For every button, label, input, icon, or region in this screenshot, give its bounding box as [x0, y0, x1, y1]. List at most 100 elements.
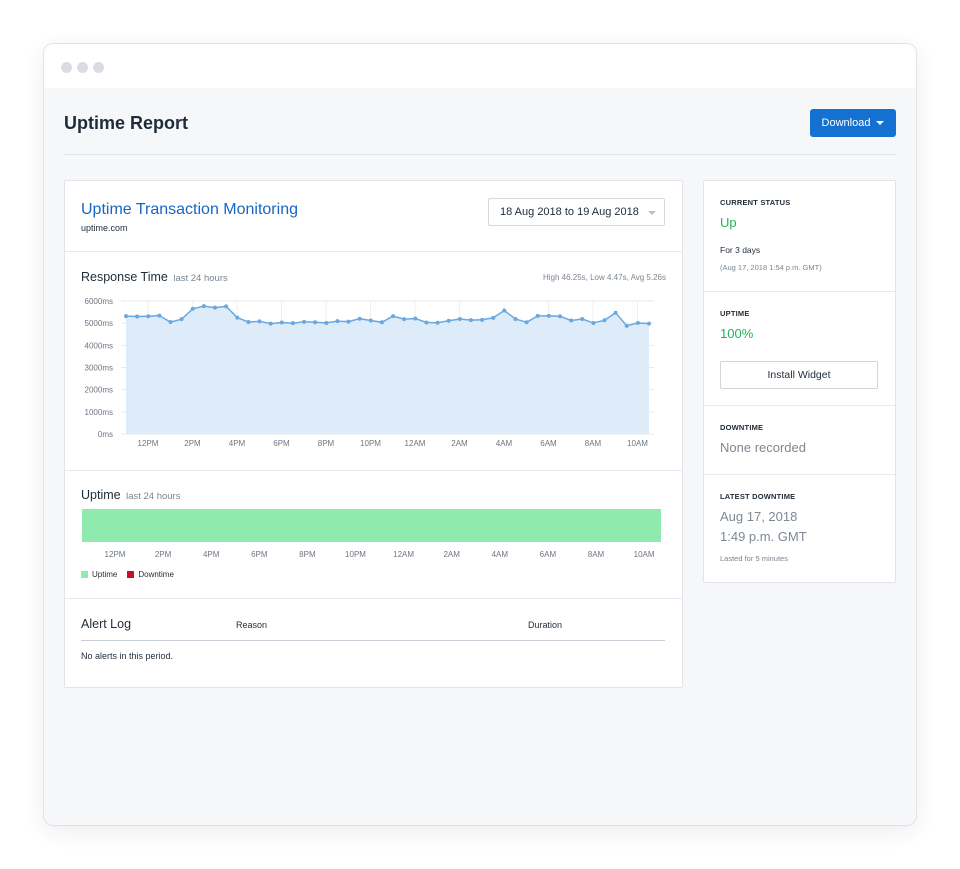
- legend-label: Uptime: [92, 570, 118, 579]
- latest-downtime-time: 1:49 p.m. GMT: [720, 529, 807, 544]
- uptime-bar: [82, 509, 661, 542]
- x-tick-label: 6AM: [540, 439, 557, 448]
- x-tick-label: 8AM: [585, 439, 602, 448]
- x-tick-label: 10AM: [634, 550, 655, 559]
- x-tick-label: 4PM: [203, 550, 220, 559]
- uptime-subtitle: last 24 hours: [126, 491, 181, 502]
- monitor-url: uptime.com: [81, 223, 128, 233]
- response-time-title: Response Time last 24 hours: [81, 270, 228, 284]
- latest-downtime-label: LATEST DOWNTIME: [720, 492, 796, 501]
- section-divider: [65, 598, 682, 599]
- x-tick-label: 2AM: [443, 550, 460, 559]
- data-point: [613, 310, 618, 315]
- alert-log-title: Alert Log: [81, 617, 132, 631]
- data-point: [324, 320, 329, 325]
- monitor-name[interactable]: Uptime Transaction Monitoring: [81, 201, 298, 218]
- legend-swatch: [81, 571, 88, 578]
- x-tick-label: 2PM: [155, 550, 172, 559]
- data-point: [569, 318, 574, 323]
- downtime-label: DOWNTIME: [720, 423, 764, 432]
- latest-downtime-date: Aug 17, 2018: [720, 509, 798, 524]
- alert-header-divider: [81, 640, 665, 641]
- legend-item-downtime: Downtime: [127, 570, 174, 579]
- data-point: [557, 314, 562, 319]
- section-divider: [65, 470, 682, 471]
- data-point: [535, 313, 540, 318]
- data-point: [190, 306, 195, 311]
- data-point: [313, 320, 318, 325]
- data-point: [635, 320, 640, 325]
- data-point: [290, 321, 295, 326]
- data-point: [580, 316, 585, 321]
- download-button[interactable]: Download: [810, 109, 896, 137]
- data-point: [168, 320, 173, 325]
- section-divider: [704, 405, 895, 406]
- downtime-value: None recorded: [720, 440, 806, 455]
- x-tick-label: 10PM: [345, 550, 366, 559]
- x-tick-label: 6PM: [273, 439, 290, 448]
- x-tick-label: 10PM: [360, 439, 381, 448]
- response-time-stats: High 46.25s, Low 4.47s, Avg 5.26s: [542, 273, 666, 282]
- x-tick-label: 12PM: [138, 439, 159, 448]
- data-point: [391, 314, 396, 319]
- data-point: [446, 318, 451, 323]
- legend-swatch: [127, 571, 135, 578]
- data-point: [213, 305, 218, 310]
- data-point: [257, 319, 262, 324]
- alert-col-reason: Reason: [236, 620, 268, 630]
- x-tick-label: 4AM: [496, 439, 513, 448]
- x-tick-label: 2AM: [451, 439, 468, 448]
- y-tick-label: 4000ms: [85, 341, 113, 350]
- install-widget-button[interactable]: Install Widget: [720, 361, 878, 389]
- alert-empty-text: No alerts in this period.: [81, 651, 174, 661]
- window-dot: [93, 62, 104, 73]
- status-card: CURRENT STATUS Up For 3 days (Aug 17, 20…: [703, 180, 896, 583]
- window-dot: [77, 62, 88, 73]
- data-point: [624, 323, 629, 328]
- data-point: [591, 320, 596, 325]
- data-point: [124, 314, 128, 319]
- response-time-heading: Response Time: [81, 270, 168, 284]
- x-tick-label: 12AM: [405, 439, 426, 448]
- y-tick-label: 2000ms: [85, 386, 113, 395]
- data-point: [346, 319, 351, 324]
- data-point: [357, 316, 362, 321]
- x-tick-label: 6AM: [540, 550, 557, 559]
- response-time-chart: 6000ms 5000ms 4000ms 3000ms 2000ms 1000ms 0ms 1…: [85, 297, 654, 448]
- data-point: [457, 316, 462, 321]
- data-point: [135, 314, 140, 319]
- data-point: [602, 318, 607, 323]
- caret-down-icon: [876, 121, 885, 125]
- data-point: [480, 317, 485, 322]
- status-duration: For 3 days: [720, 245, 761, 255]
- data-point: [335, 319, 340, 324]
- data-point: [502, 308, 507, 313]
- download-label: Download: [821, 117, 871, 129]
- uptime-heading: Uptime: [81, 488, 121, 502]
- data-point: [513, 316, 518, 321]
- data-point: [524, 320, 529, 325]
- latest-downtime-duration: Lasted for 5 minutes: [720, 554, 788, 563]
- date-range-select[interactable]: 18 Aug 2018 to 19 Aug 2018: [488, 198, 665, 226]
- data-point: [468, 318, 473, 323]
- data-point: [179, 317, 184, 322]
- x-tick-label: 12AM: [393, 550, 414, 559]
- y-tick-label: 5000ms: [85, 319, 113, 328]
- x-tick-label: 6PM: [251, 550, 268, 559]
- data-point: [435, 320, 440, 325]
- data-point: [647, 321, 651, 326]
- data-point: [424, 320, 429, 325]
- data-point: [246, 320, 251, 325]
- uptime-section-title: Uptime last 24 hours: [81, 488, 180, 502]
- current-status-value: Up: [720, 215, 737, 230]
- response-time-area: [126, 306, 649, 434]
- alert-col-duration: Duration: [528, 620, 563, 630]
- data-point: [268, 321, 273, 326]
- page-title: Uptime Report: [64, 113, 189, 133]
- uptime-chart: 12PM 2PM 4PM 6PM 8PM 10PM 12AM 2AM 4AM 6AM 8AM 10AM: [82, 509, 661, 559]
- chevron-down-icon: [648, 211, 656, 215]
- x-tick-label: 12PM: [105, 550, 126, 559]
- data-point: [413, 316, 418, 321]
- data-point: [235, 315, 240, 320]
- y-tick-label: 0ms: [98, 430, 113, 439]
